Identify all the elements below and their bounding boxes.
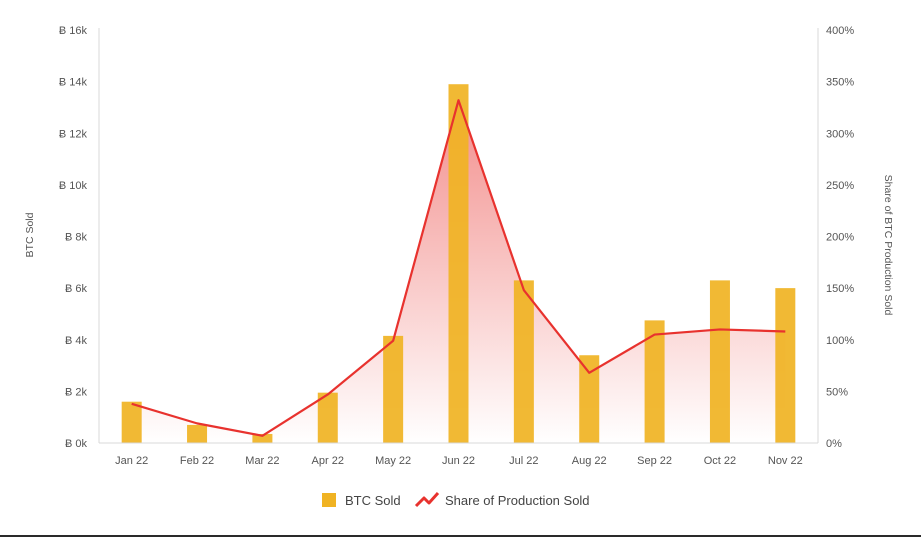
x-tick-label: May 22 [375,455,411,467]
x-tick-label: Jan 22 [115,455,148,467]
share-line [131,99,786,437]
bar-btc-sold [317,392,338,443]
x-tick-label: Sep 22 [637,455,672,467]
legend-label-btc-sold: BTC Sold [345,493,401,508]
bar-btc-sold [513,280,534,443]
y2-tick-label: 50% [826,386,848,398]
axes-layer [98,28,819,444]
bar-btc-sold [709,280,730,443]
y2-tick-label: 100% [826,335,854,347]
y-axis-title: BTC Sold [24,212,36,257]
y-tick-label: Ƀ 8k [65,232,88,244]
y-tick-label: Ƀ 6k [65,283,88,295]
share-line-layer [131,99,786,437]
y2-tick-label: 150% [826,283,854,295]
legend: BTC Sold Share of Production Sold [322,491,590,508]
bar-layer [121,84,796,444]
y2-tick-label: 350% [826,77,854,89]
x-tick-label: Aug 22 [572,455,607,467]
y-tick-label: Ƀ 16k [59,25,88,37]
legend-line-icon [414,491,440,508]
bar-btc-sold [252,433,273,443]
y2-tick-label: 0% [826,438,842,450]
bar-btc-sold [448,84,469,444]
x-tick-label: Apr 22 [312,455,344,467]
y-tick-label: Ƀ 0k [65,438,88,450]
legend-label-share-sold: Share of Production Sold [445,493,590,508]
y-tick-label: Ƀ 14k [59,77,88,89]
bar-btc-sold [775,288,796,443]
y2-tick-label: 200% [826,232,854,244]
right-tick-labels: 0% 50% 100% 150% 200% 250% 300% 350% 400% [826,25,854,450]
bar-btc-sold [644,320,665,443]
left-tick-labels: Ƀ 0k Ƀ 2k Ƀ 4k Ƀ 6k Ƀ 8k Ƀ 10k Ƀ 12k Ƀ 14k Ƀ 16k [59,25,88,450]
x-tick-label: Jul 22 [509,455,538,467]
y2-tick-label: 250% [826,180,854,192]
legend-swatch-btc-sold [322,493,336,507]
y-tick-label: Ƀ 2k [65,386,88,398]
y-tick-label: Ƀ 10k [59,180,88,192]
bar-btc-sold [187,424,208,443]
y2-tick-label: 400% [826,25,854,37]
y2-tick-label: 300% [826,128,854,140]
x-tick-label: Nov 22 [768,455,803,467]
x-tick-label: Mar 22 [245,455,279,467]
x-tick-label: Jun 22 [442,455,475,467]
x-tick-labels: Jan 22 Feb 22 Mar 22 Apr 22 May 22 Jun 22 Jul … [115,455,803,467]
x-tick-label: Oct 22 [704,455,736,467]
y2-axis-title: Share of BTC Production Sold [882,175,894,316]
bar-btc-sold [121,401,142,443]
y-tick-label: Ƀ 12k [59,128,88,140]
y-tick-label: Ƀ 4k [65,335,88,347]
bar-btc-sold [579,355,600,443]
bar-btc-sold [383,335,404,443]
x-tick-label: Feb 22 [180,455,214,467]
